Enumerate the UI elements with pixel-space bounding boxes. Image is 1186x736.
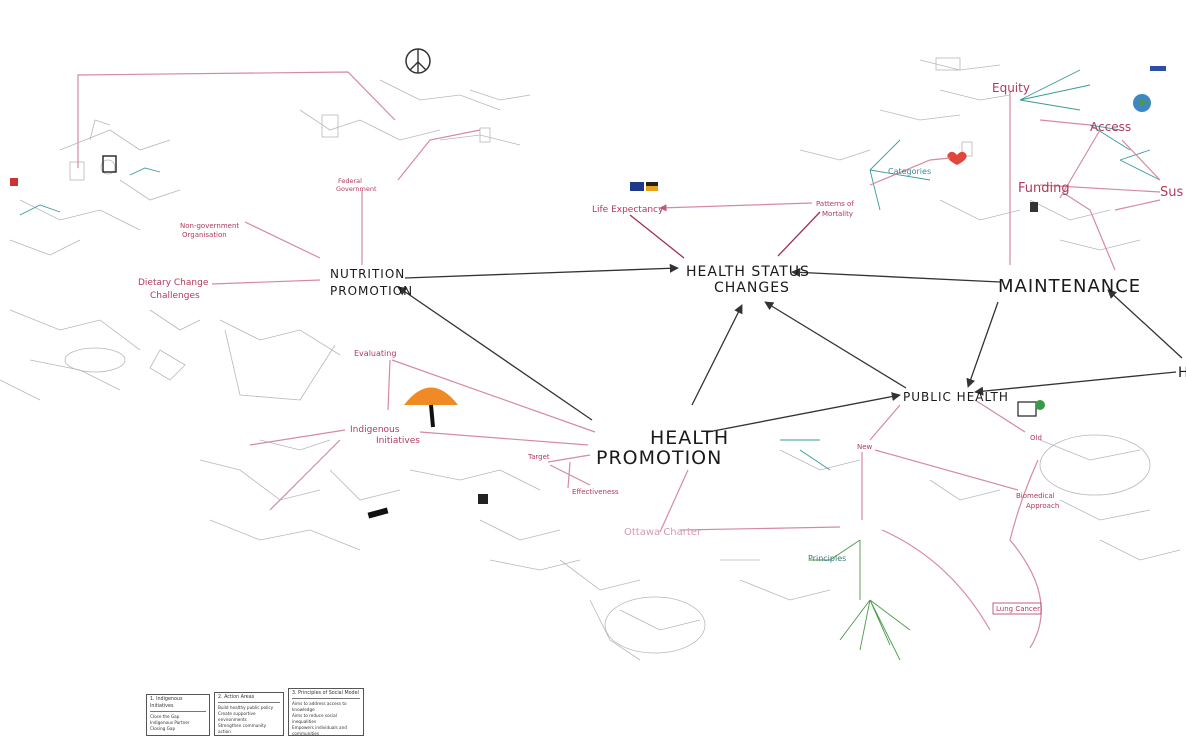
person-icon <box>10 66 1166 519</box>
subnode-dietary-change-line1: Dietary Change <box>138 278 209 288</box>
subnode-sus-partial: Sus <box>1160 185 1183 200</box>
subnode-indigenous-initiatives-line1: Indigenous <box>350 425 400 435</box>
note-line: Close the Gap <box>150 713 180 719</box>
document-icon <box>102 155 1037 504</box>
note-title: 1. Indigenous Initiatives <box>150 697 206 712</box>
node-health-status-changes-line1: HEALTH STATUS <box>686 264 810 280</box>
note-line: Indigenous Partner <box>150 720 190 725</box>
umbrella-icon <box>404 387 458 428</box>
node-partial-right: H <box>1178 365 1186 381</box>
note-box-principles: 3. Principles of Social Model Aims to ad… <box>288 688 364 736</box>
note-line: Closing Gap <box>150 726 176 732</box>
subnode-biomedical-approach-line2: Approach <box>1026 502 1059 510</box>
note-line: Aims to reduce social inequalities <box>292 713 337 725</box>
node-public-health: PUBLIC HEALTH <box>903 390 1009 404</box>
note-line: Build healthy public policy <box>218 704 274 710</box>
note-title: 2. Action Areas <box>218 695 280 703</box>
note-box-action-areas: 2. Action Areas Build healthy public pol… <box>214 692 284 736</box>
subnode-indigenous-initiatives-line2: Initiatives <box>376 436 420 446</box>
background-detail-clusters <box>0 57 1181 661</box>
pink-connectors <box>77 71 1161 649</box>
subnode-effectiveness: Effectiveness <box>572 488 619 496</box>
node-health-promotion-line2: PROMOTION <box>596 447 722 469</box>
flag-icon <box>630 182 658 191</box>
subnode-life-expectancy: Life Expectancy <box>592 205 664 215</box>
subnode-federal-government-line2: Government <box>336 185 377 193</box>
note-box-indigenous: 1. Indigenous Initiatives Close the Gap … <box>146 694 210 736</box>
note-line: Create supportive environments <box>218 711 256 723</box>
subnode-categories: Categories <box>888 167 931 176</box>
subnode-new: New <box>857 443 873 451</box>
subnode-patterns-of-mortality-line2: Mortality <box>822 210 853 218</box>
node-nutrition-promotion-line2: PROMOTION <box>330 284 413 298</box>
subnode-biomedical-approach-line1: Biomedical <box>1016 492 1055 500</box>
subnode-funding: Funding <box>1018 181 1070 196</box>
subnode-federal-government-line1: Federal <box>338 177 362 185</box>
node-maintenance: MAINTENANCE <box>998 276 1141 297</box>
subnode-principles: Principles <box>808 554 846 563</box>
note-line: Strengthen community action <box>218 723 267 735</box>
subnode-patterns-of-mortality-line1: Patterns of <box>816 200 854 208</box>
note-line: Empowers individuals and communities <box>292 725 347 736</box>
node-health-status-changes-line2: CHANGES <box>714 280 790 296</box>
subnode-dietary-change-line2: Challenges <box>150 291 200 301</box>
subnode-equity: Equity <box>992 81 1030 95</box>
lung-cancer-frame <box>992 602 1042 615</box>
note-line: ... <box>150 732 154 736</box>
subnode-lung-cancer: Lung Cancer <box>996 605 1040 613</box>
peace-sign-icon <box>405 48 431 74</box>
maroon-connectors <box>629 211 821 259</box>
subnode-evaluating: Evaluating <box>354 349 396 358</box>
subnode-access: Access <box>1090 120 1131 134</box>
main-arrow-connectors <box>397 263 1183 433</box>
note-title: 3. Principles of Social Model <box>292 691 360 699</box>
node-health-promotion-line1: HEALTH <box>650 427 729 449</box>
heart-icon <box>947 151 967 165</box>
subnode-non-government-line1: Non-government <box>180 222 239 230</box>
note-line: Aims to address access to knowledge <box>292 700 347 713</box>
node-nutrition-promotion-line1: NUTRITION <box>330 267 405 281</box>
subnode-non-government-line2: Organisation <box>182 231 227 239</box>
globe-icon <box>1133 94 1151 112</box>
subnode-target: Target <box>527 453 550 461</box>
subnode-old: Old <box>1030 434 1042 442</box>
subnode-ottawa-charter: Ottawa Charter <box>624 527 702 538</box>
